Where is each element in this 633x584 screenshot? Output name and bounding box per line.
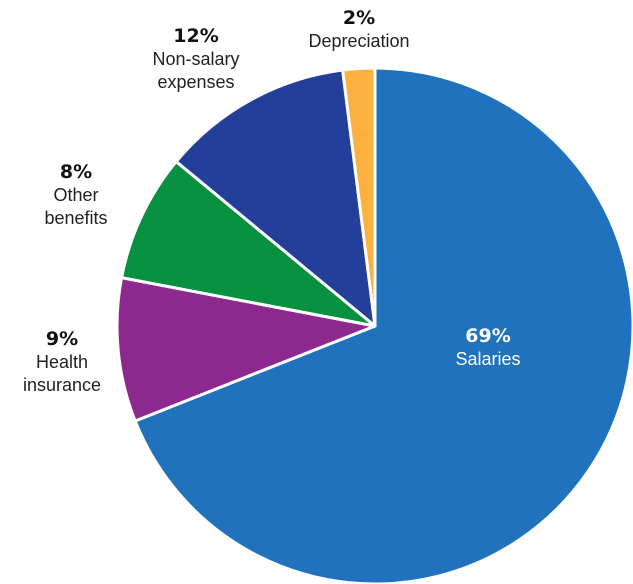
pie-slice-other-benefits [120, 160, 377, 328]
pie-slice-health-insurance [115, 276, 377, 423]
percent-label-salaries: 69% [465, 325, 510, 347]
percent-label-health-insurance: 9% [46, 328, 78, 350]
percent-label-depreciation: 2% [343, 7, 375, 29]
percent-label-non-salary-expenses: 12% [173, 25, 218, 47]
category-label-health-insurance-line-1: Health [36, 352, 88, 372]
pie-labels: 69%Salaries 9%Health insurance 8%Other benef… [23, 7, 521, 395]
percent-label-other-benefits: 8% [60, 161, 92, 183]
category-label-other-benefits-line-1: Other [53, 185, 98, 205]
category-label-salaries: Salaries [455, 349, 520, 369]
pie-slices [115, 66, 633, 584]
category-label-health-insurance-line-2: insurance [23, 375, 101, 395]
category-label-other-benefits-line-2: benefits [44, 208, 107, 228]
category-label-non-salary-expenses-line-2: expenses [157, 72, 234, 92]
category-label-non-salary-expenses-line-1: Non-salary [152, 49, 239, 69]
pie-slice-salaries [133, 66, 633, 584]
pie-slice-depreciation [341, 66, 377, 328]
category-label-depreciation: Depreciation [308, 31, 409, 51]
pie-slice-non-salary-expenses [174, 68, 377, 328]
